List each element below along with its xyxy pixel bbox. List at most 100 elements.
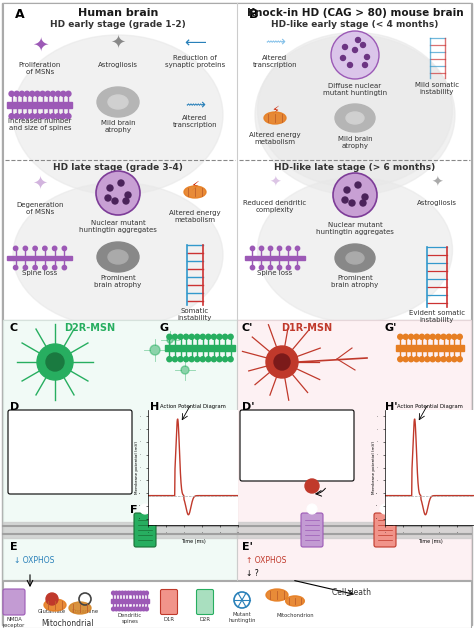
Circle shape [127, 591, 130, 595]
Circle shape [228, 357, 233, 362]
Circle shape [13, 246, 18, 251]
Circle shape [206, 357, 211, 362]
Text: ↑ MMR: ↑ MMR [247, 460, 272, 466]
Text: Reduced dendritic
complexity: Reduced dendritic complexity [243, 200, 307, 213]
Text: ⚡: ⚡ [271, 106, 279, 116]
Text: Spine loss: Spine loss [257, 270, 292, 276]
Circle shape [447, 334, 451, 339]
Circle shape [436, 357, 441, 362]
Text: Mutant
huntingtin: Mutant huntingtin [228, 612, 256, 623]
Circle shape [50, 114, 55, 119]
Text: D2R-MSN: D2R-MSN [64, 323, 116, 333]
Text: D1R-MSN: D1R-MSN [282, 323, 333, 333]
Circle shape [136, 591, 139, 595]
Bar [237, 522, 471, 538]
Circle shape [447, 357, 451, 362]
FancyBboxPatch shape [374, 513, 396, 547]
Circle shape [206, 334, 211, 339]
Circle shape [286, 246, 291, 251]
Text: ✦: ✦ [110, 35, 126, 53]
Circle shape [228, 334, 233, 339]
Circle shape [195, 334, 200, 339]
Circle shape [356, 38, 361, 43]
Circle shape [9, 91, 14, 96]
Circle shape [145, 607, 148, 611]
Ellipse shape [44, 599, 66, 611]
Circle shape [211, 334, 217, 339]
Text: NMDA
receptor: NMDA receptor [3, 617, 25, 628]
Circle shape [139, 591, 142, 595]
Ellipse shape [108, 95, 128, 109]
Text: Altered energy
metabolism: Altered energy metabolism [249, 132, 301, 145]
Text: ↓ Synaptic function: ↓ Synaptic function [247, 446, 317, 452]
FancyBboxPatch shape [8, 410, 132, 494]
Circle shape [200, 357, 205, 362]
Text: H': H' [385, 402, 398, 412]
Circle shape [136, 607, 139, 611]
Bar [111, 599, 149, 603]
Text: Increased number
and size of spines: Increased number and size of spines [9, 118, 72, 131]
Circle shape [200, 334, 205, 339]
Ellipse shape [346, 112, 364, 124]
Text: B: B [249, 8, 258, 21]
Circle shape [30, 91, 35, 96]
Text: Nuclear mutant
huntingtin aggregates: Nuclear mutant huntingtin aggregates [79, 220, 157, 233]
Ellipse shape [264, 112, 286, 124]
Circle shape [425, 334, 430, 339]
Ellipse shape [335, 244, 375, 272]
Circle shape [66, 114, 71, 119]
Circle shape [274, 354, 290, 370]
Circle shape [145, 591, 148, 595]
Bar [8, 256, 73, 261]
Circle shape [50, 91, 55, 96]
Text: HD-like early stage (< 4 months): HD-like early stage (< 4 months) [271, 20, 439, 29]
Circle shape [142, 591, 146, 595]
Circle shape [37, 344, 73, 380]
Circle shape [115, 591, 118, 595]
Circle shape [40, 114, 45, 119]
Text: ↓ OXPHOS: ↓ OXPHOS [14, 556, 55, 565]
Text: Mitochondrion: Mitochondrion [276, 613, 314, 618]
Circle shape [133, 591, 137, 595]
Circle shape [452, 334, 457, 339]
Circle shape [331, 31, 379, 79]
Circle shape [25, 114, 29, 119]
Circle shape [403, 357, 408, 362]
Circle shape [53, 246, 57, 251]
Bar [3, 320, 237, 580]
Ellipse shape [97, 242, 139, 272]
FancyBboxPatch shape [240, 410, 354, 481]
Circle shape [250, 266, 255, 270]
Text: Astrogliosis: Astrogliosis [98, 62, 138, 68]
FancyBboxPatch shape [197, 590, 213, 615]
Circle shape [360, 200, 366, 206]
Ellipse shape [255, 35, 455, 195]
Circle shape [189, 357, 194, 362]
Circle shape [259, 246, 264, 251]
Bar [3, 3, 471, 320]
X-axis label: Time (ms): Time (ms) [418, 538, 442, 543]
Bar [396, 345, 464, 351]
Circle shape [167, 357, 172, 362]
Circle shape [43, 246, 47, 251]
Circle shape [295, 246, 300, 251]
Ellipse shape [97, 87, 139, 117]
Circle shape [441, 357, 446, 362]
Circle shape [53, 266, 57, 270]
Circle shape [403, 334, 408, 339]
Circle shape [167, 334, 172, 339]
Text: Astrogliosis: Astrogliosis [417, 200, 457, 206]
Text: Degeneration
of MSNs: Degeneration of MSNs [16, 202, 64, 215]
Ellipse shape [266, 589, 288, 601]
Text: ↑ OXPHOS: ↑ OXPHOS [246, 556, 286, 565]
Bar [245, 256, 305, 261]
Circle shape [441, 334, 446, 339]
Circle shape [30, 114, 35, 119]
Circle shape [140, 504, 150, 514]
Circle shape [118, 607, 121, 611]
Circle shape [268, 246, 273, 251]
Circle shape [121, 591, 124, 595]
Text: ✦: ✦ [431, 176, 443, 190]
Text: G: G [160, 323, 169, 333]
Circle shape [124, 607, 127, 611]
